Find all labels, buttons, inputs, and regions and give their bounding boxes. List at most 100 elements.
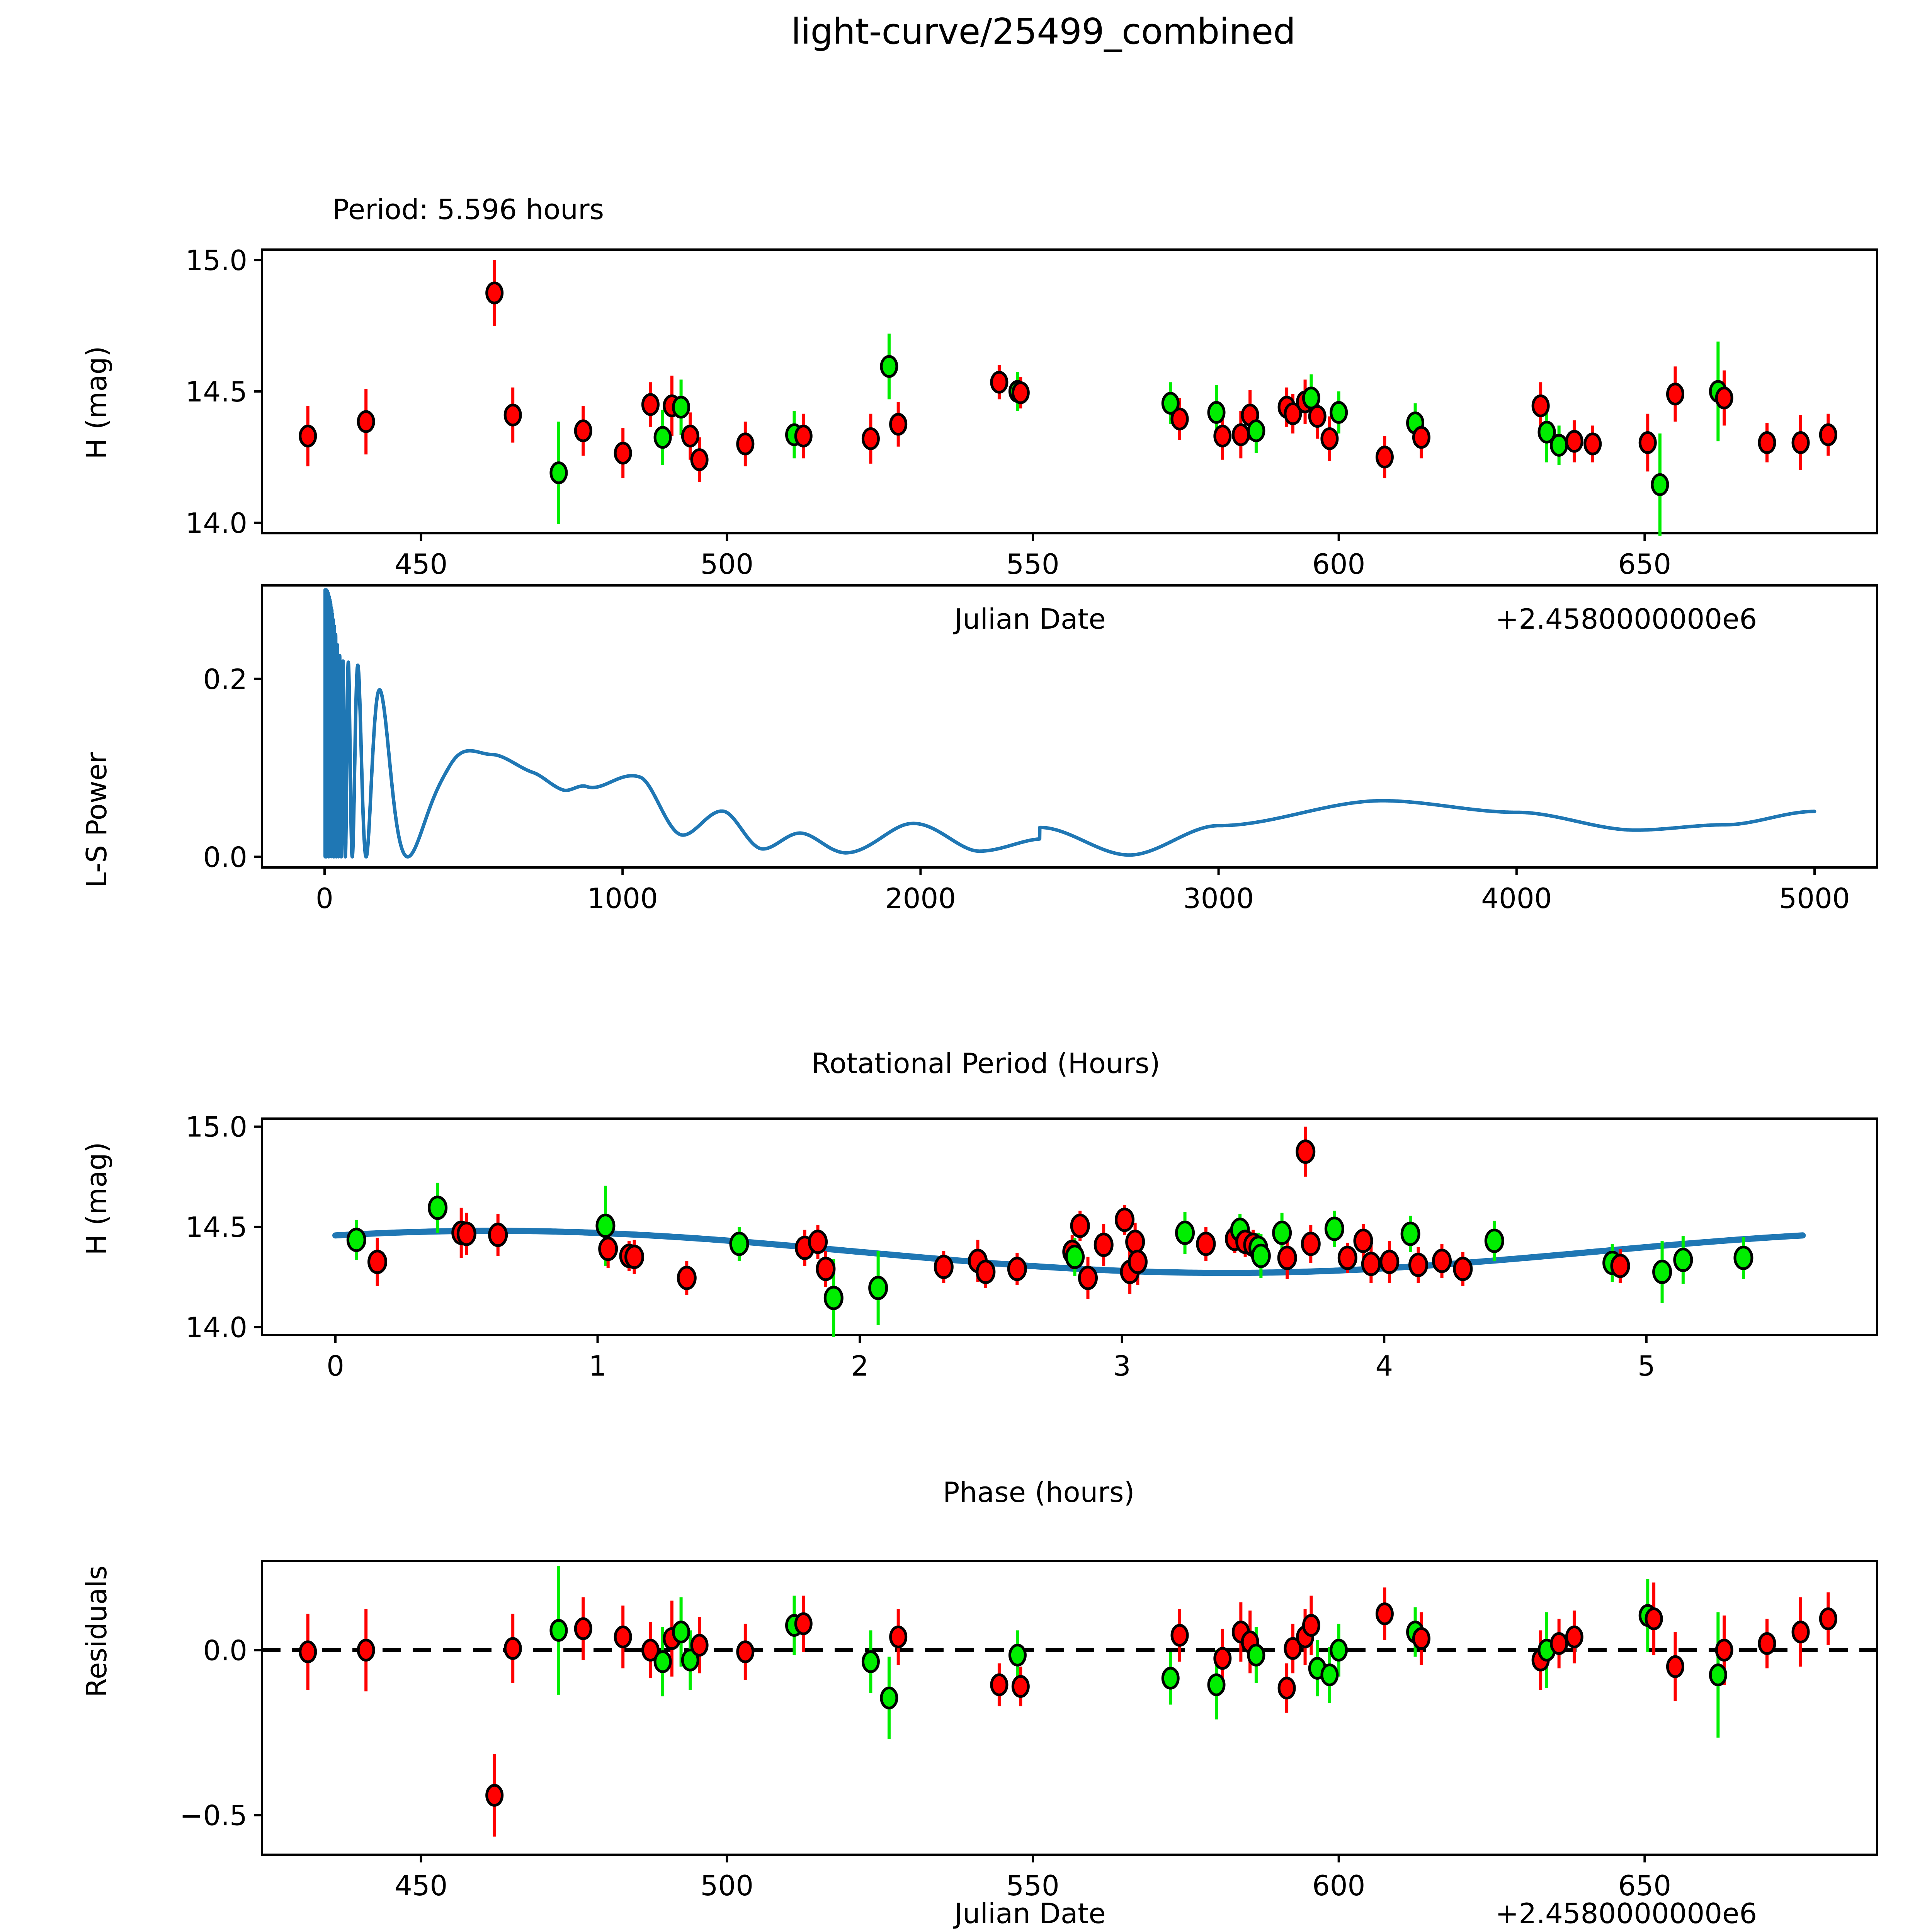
data-point xyxy=(681,1648,699,1672)
data-point xyxy=(1733,1245,1753,1270)
residuals-plot: 450 500 550 600 650 −0.5 0.0 xyxy=(180,1560,1878,1902)
data-point xyxy=(1011,1675,1030,1698)
data-point xyxy=(1408,1253,1428,1277)
data-point xyxy=(1583,432,1602,456)
x-tick-label: 1000 xyxy=(587,882,658,915)
data-point xyxy=(1791,431,1810,454)
data-point xyxy=(1284,1637,1302,1660)
data-point xyxy=(1758,431,1776,454)
data-point xyxy=(1196,1231,1216,1256)
data-point xyxy=(595,1213,616,1238)
data-point xyxy=(990,371,1009,394)
data-point xyxy=(1412,1627,1430,1650)
x-tick-label: 0 xyxy=(327,1350,344,1382)
data-point xyxy=(1412,426,1430,449)
data-point xyxy=(1400,1221,1420,1246)
data-point xyxy=(1213,425,1232,448)
data-point xyxy=(1638,431,1657,454)
data-point xyxy=(1272,1221,1292,1245)
data-point xyxy=(1170,1624,1189,1647)
residuals-series xyxy=(299,1566,1837,1837)
data-point xyxy=(1484,1228,1504,1253)
data-point xyxy=(1610,1253,1630,1278)
residuals-axes xyxy=(261,1560,1878,1856)
data-point xyxy=(1651,473,1669,496)
periodogram-yticks: 0.0 0.2 xyxy=(203,663,262,873)
data-point xyxy=(1301,1231,1321,1256)
x-tick-label: 550 xyxy=(1006,548,1059,580)
data-point xyxy=(1337,1245,1357,1270)
data-point xyxy=(1065,1245,1085,1269)
periodogram-curve xyxy=(323,588,1816,859)
data-point xyxy=(1330,1639,1348,1662)
data-point xyxy=(976,1260,996,1284)
x-tick-label: 1 xyxy=(589,1350,607,1382)
data-point xyxy=(1207,1673,1226,1696)
x-tick-label: 0 xyxy=(316,882,333,915)
x-tick-label: 550 xyxy=(1006,1869,1059,1902)
data-point xyxy=(1550,1632,1568,1655)
data-point xyxy=(485,281,504,304)
data-point xyxy=(357,410,375,433)
data-point xyxy=(1537,420,1556,444)
y-tick-label: 14.0 xyxy=(185,1311,247,1344)
data-point xyxy=(1175,1221,1195,1245)
residuals-xticks: 450 500 550 600 650 xyxy=(395,1855,1671,1902)
residuals-x-offset-label: +2.4580000000e6 xyxy=(1495,1897,1757,1930)
data-point xyxy=(1324,1216,1344,1241)
periodogram-axes xyxy=(261,584,1878,869)
data-point xyxy=(653,426,672,449)
data-point xyxy=(1758,1632,1776,1655)
data-point xyxy=(488,1223,508,1247)
data-point xyxy=(1008,1643,1027,1667)
phase-xticks: 0 1 2 3 4 5 xyxy=(327,1335,1655,1382)
data-point xyxy=(1007,1257,1027,1281)
data-point xyxy=(1375,1602,1394,1626)
data-point xyxy=(1078,1265,1098,1290)
data-point xyxy=(624,1245,645,1269)
y-tick-label: 15.0 xyxy=(185,244,247,277)
figure-title: light-curve/25499_combined xyxy=(791,11,1296,52)
data-point xyxy=(934,1255,954,1279)
data-point xyxy=(729,1231,749,1256)
periodogram-xticks: 0 1000 2000 3000 4000 5000 xyxy=(316,867,1850,915)
data-point xyxy=(1247,419,1265,442)
x-tick-label: 500 xyxy=(701,1869,753,1902)
data-point xyxy=(690,1634,709,1657)
data-point xyxy=(346,1228,366,1252)
y-tick-label: 0.0 xyxy=(203,1634,247,1667)
data-point xyxy=(485,1784,504,1807)
y-tick-label: 15.0 xyxy=(185,1111,247,1143)
y-tick-label: 14.0 xyxy=(185,507,247,539)
data-point xyxy=(1125,1230,1145,1254)
y-tick-label: 0.2 xyxy=(203,663,247,696)
data-point xyxy=(1819,423,1837,446)
data-point xyxy=(549,1619,568,1642)
y-tick-label: −0.5 xyxy=(180,1799,247,1832)
data-point xyxy=(1277,1677,1296,1700)
data-point xyxy=(1666,1655,1684,1678)
data-point xyxy=(1709,1663,1727,1687)
data-point xyxy=(690,448,709,471)
data-point xyxy=(1115,1208,1134,1232)
x-tick-label: 600 xyxy=(1312,548,1365,580)
x-tick-label: 2000 xyxy=(885,882,956,915)
data-point xyxy=(1715,1639,1733,1662)
x-tick-label: 500 xyxy=(701,548,753,580)
data-point xyxy=(1277,1245,1297,1270)
data-point xyxy=(1453,1257,1473,1281)
data-point xyxy=(641,393,660,416)
data-point xyxy=(794,1612,813,1635)
data-point xyxy=(672,396,690,419)
data-point xyxy=(1296,1139,1316,1164)
data-point xyxy=(1791,1621,1810,1644)
data-point xyxy=(641,1639,660,1662)
data-point xyxy=(880,1686,898,1709)
data-point xyxy=(1330,401,1348,424)
x-tick-label: 3 xyxy=(1113,1350,1131,1382)
lightcurve-yticks: 14.0 14.5 15.0 xyxy=(185,244,262,539)
data-point xyxy=(1251,1243,1271,1268)
data-point xyxy=(1170,407,1189,430)
data-point xyxy=(823,1286,844,1310)
data-point xyxy=(428,1196,448,1220)
